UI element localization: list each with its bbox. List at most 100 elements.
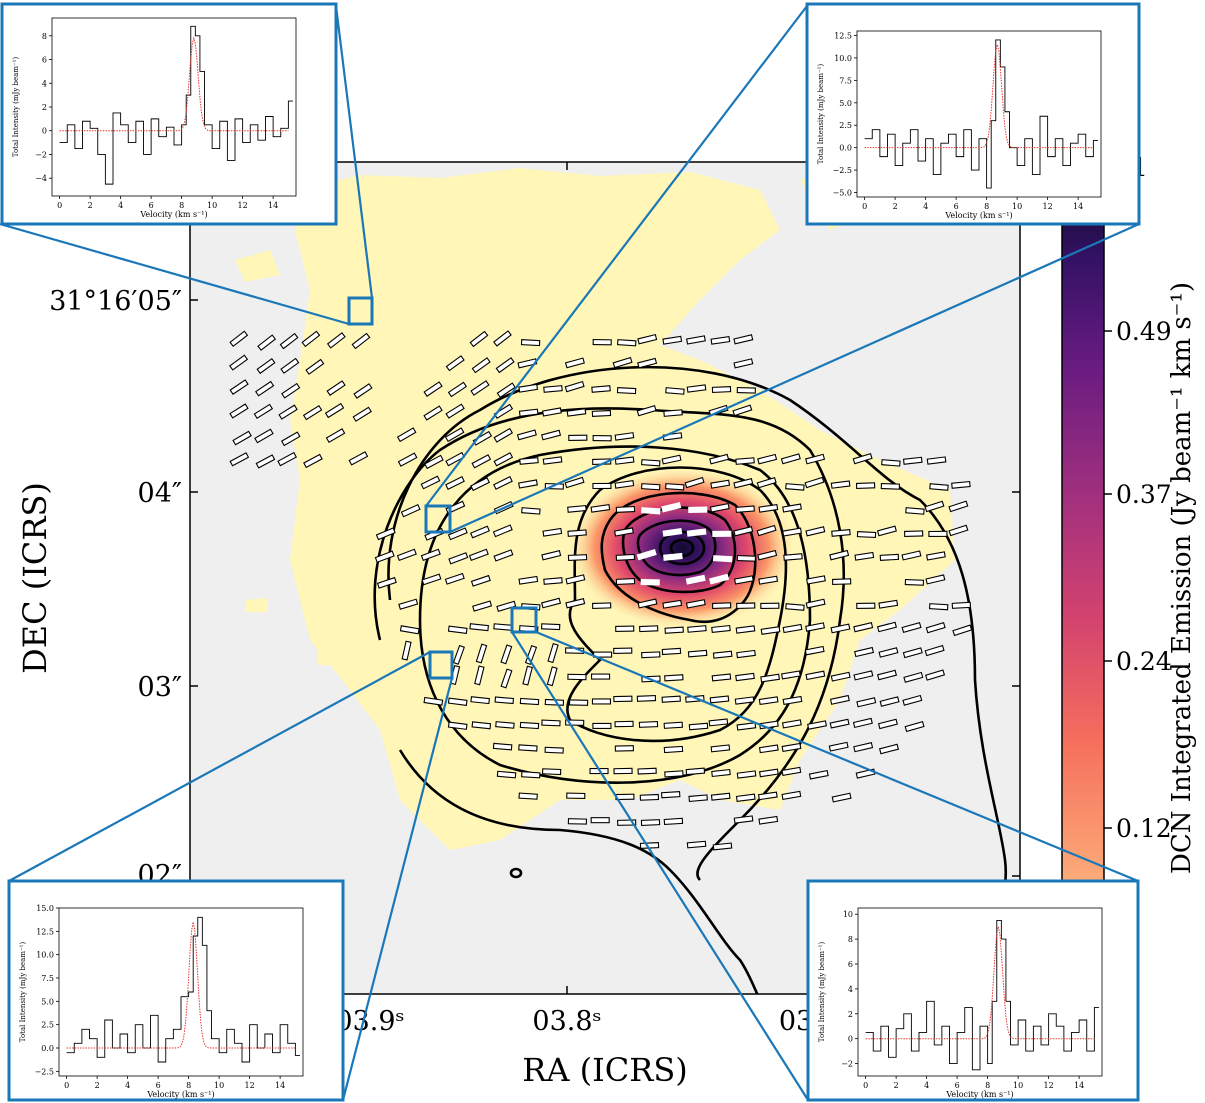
inset-x-tick-label: 0 [862, 202, 867, 211]
polarization-vector [688, 794, 708, 803]
polarization-vector [353, 383, 373, 399]
polarization-vector [733, 478, 754, 489]
region-box-4 [510, 606, 538, 634]
inset-y-tick-label: 0.0 [41, 1044, 54, 1053]
polarization-vector [470, 380, 490, 396]
inset-y-tick-label: 8 [42, 32, 47, 41]
polarization-vector [904, 721, 925, 733]
inset-y-tick-label: 7.5 [839, 76, 852, 85]
polarization-vector [709, 453, 730, 465]
polarization-vector [614, 720, 634, 728]
polarization-vector [541, 623, 561, 631]
polarization-vector [445, 476, 465, 490]
polarization-vector [398, 598, 419, 610]
colorbar-label: DCN Integrated Emission (Jy beam⁻¹ km s⁻… [1167, 282, 1197, 874]
gaussian-fit-line [865, 926, 1095, 1040]
inset-y-tick-label: 0.0 [839, 144, 852, 153]
inset-y-label: Total Intensity (mJy beam⁻¹) [19, 942, 27, 1043]
polarization-vector [902, 456, 923, 465]
polarization-vector [664, 770, 684, 778]
polarization-vector [876, 669, 898, 681]
polarization-vector [324, 402, 345, 419]
polarization-vector [565, 574, 586, 585]
polarization-vector [546, 666, 558, 687]
polarization-vector [685, 599, 706, 609]
region-box-2 [424, 504, 452, 534]
polarization-vector [709, 502, 730, 513]
polarization-vector [925, 622, 946, 634]
polarization-vector [541, 429, 562, 441]
spectrum-line [865, 919, 1099, 1071]
polarization-vector [496, 600, 517, 612]
polarization-vector [856, 531, 877, 539]
polarization-vector [760, 626, 781, 635]
spectrum-inset-top-left: 8 6 4 2 0 −2 −4 0 2 4 6 8 10 12 14 Velocity (km s⁻¹) Tot… [0, 2, 338, 226]
polarization-vector [590, 817, 610, 824]
polarization-vector [828, 741, 849, 752]
polarization-vector [662, 335, 683, 345]
polarization-vector [567, 554, 588, 561]
polarization-vector [710, 792, 731, 801]
inset-x-tick-label: 2 [95, 1081, 100, 1090]
inset-x-tick-label: 6 [955, 1081, 960, 1090]
polarization-vector [541, 768, 562, 776]
polarization-vector [879, 553, 900, 561]
polarization-vector [615, 505, 636, 513]
polarization-vector [948, 524, 969, 537]
polarization-vector [880, 483, 900, 490]
inset-x-tick-label: 8 [186, 1081, 191, 1090]
polarization-vector [808, 770, 829, 780]
polarization-vector [520, 339, 541, 347]
faint-emission-patch [245, 598, 268, 612]
polarization-vector [420, 475, 441, 490]
polarization-vector [636, 694, 657, 702]
polarization-vector [804, 476, 825, 489]
polarization-vector [948, 500, 969, 513]
inset-x-tick-label: 6 [149, 201, 154, 210]
polarization-vector [348, 451, 369, 466]
polarization-vector [734, 696, 755, 705]
polarization-vector [493, 549, 514, 562]
polarization-vector [735, 625, 756, 634]
polarization-vector [592, 338, 612, 346]
polarization-vector [495, 357, 515, 374]
polarization-vector [901, 550, 922, 561]
polarization-vector [591, 409, 612, 417]
polarization-vector [423, 381, 443, 397]
polarization-vector [804, 645, 825, 656]
polarization-vector [660, 791, 681, 799]
polarization-vector [785, 483, 805, 491]
polarization-vector [229, 379, 249, 395]
polarization-vector [614, 432, 635, 441]
polarization-vector [758, 575, 779, 585]
polarization-vector [686, 528, 707, 537]
polarization-vector [805, 670, 826, 681]
polarization-vector [612, 356, 633, 369]
inset-y-tick-label: 5.0 [839, 99, 852, 108]
polarization-vector [493, 330, 512, 347]
polarization-vector [229, 354, 249, 371]
inset-y-tick-label: 15.0 [36, 904, 54, 913]
polarization-vector [925, 669, 946, 681]
polarization-vector [712, 650, 733, 659]
polarization-vector [711, 602, 732, 609]
polarization-vector [445, 451, 465, 467]
polarization-vector [471, 357, 491, 374]
spectrum-line [66, 916, 300, 1063]
polarization-vector [474, 665, 485, 686]
polarization-vector [641, 507, 661, 515]
polarization-vector [663, 721, 683, 729]
polarization-vector [614, 745, 634, 752]
polarization-vector [901, 622, 922, 634]
polarization-vector [257, 334, 277, 351]
polarization-vector [664, 674, 684, 682]
polarization-vector [448, 552, 469, 565]
polarization-vector [640, 578, 660, 586]
polarization-vector [782, 527, 803, 537]
polarization-vector [521, 771, 541, 779]
polarization-vector [568, 434, 588, 442]
polarization-vector [541, 549, 562, 561]
polarization-vector [781, 670, 801, 680]
polarization-vector [542, 407, 562, 417]
